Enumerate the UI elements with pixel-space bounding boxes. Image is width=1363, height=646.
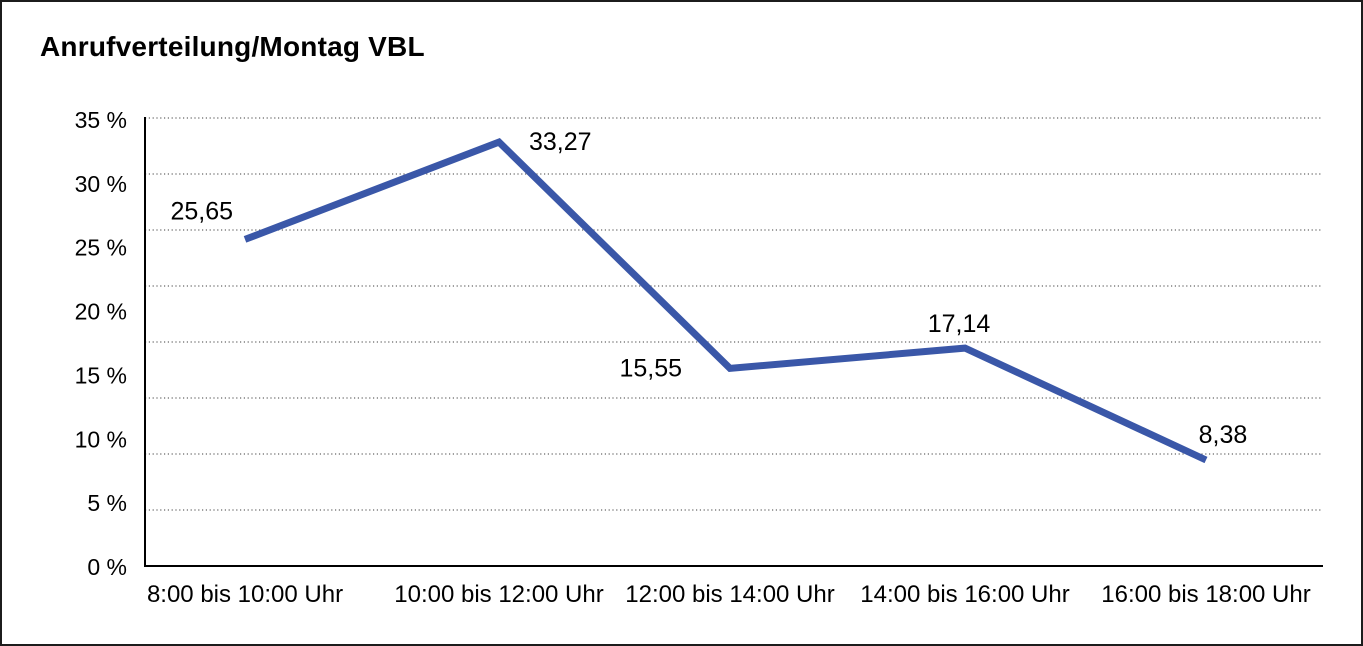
x-category-label: 14:00 bis 16:00 Uhr — [860, 581, 1069, 608]
y-tick-label: 10 % — [75, 426, 127, 452]
x-category-label: 16:00 bis 18:00 Uhr — [1101, 581, 1310, 608]
y-tick-label: 5 % — [87, 490, 127, 516]
data-point-label: 33,27 — [529, 128, 592, 156]
x-category-label: 10:00 bis 12:00 Uhr — [394, 581, 603, 608]
y-tick-label: 30 % — [75, 171, 127, 197]
y-tick-label: 15 % — [75, 362, 127, 388]
y-tick-label: 35 % — [75, 107, 127, 133]
data-point-label: 25,65 — [170, 197, 233, 225]
x-category-label: 8:00 bis 10:00 Uhr — [147, 581, 343, 608]
x-category-label: 12:00 bis 14:00 Uhr — [625, 581, 834, 608]
y-tick-label: 25 % — [75, 235, 127, 261]
data-point-label: 8,38 — [1199, 421, 1248, 449]
data-point-label: 15,55 — [619, 354, 682, 382]
y-tick-label: 0 % — [87, 554, 127, 580]
data-point-label: 17,14 — [928, 310, 991, 338]
y-tick-label: 20 % — [75, 299, 127, 325]
data-line — [243, 138, 1208, 464]
chart-title: Anrufverteilung/Montag VBL — [40, 31, 425, 62]
